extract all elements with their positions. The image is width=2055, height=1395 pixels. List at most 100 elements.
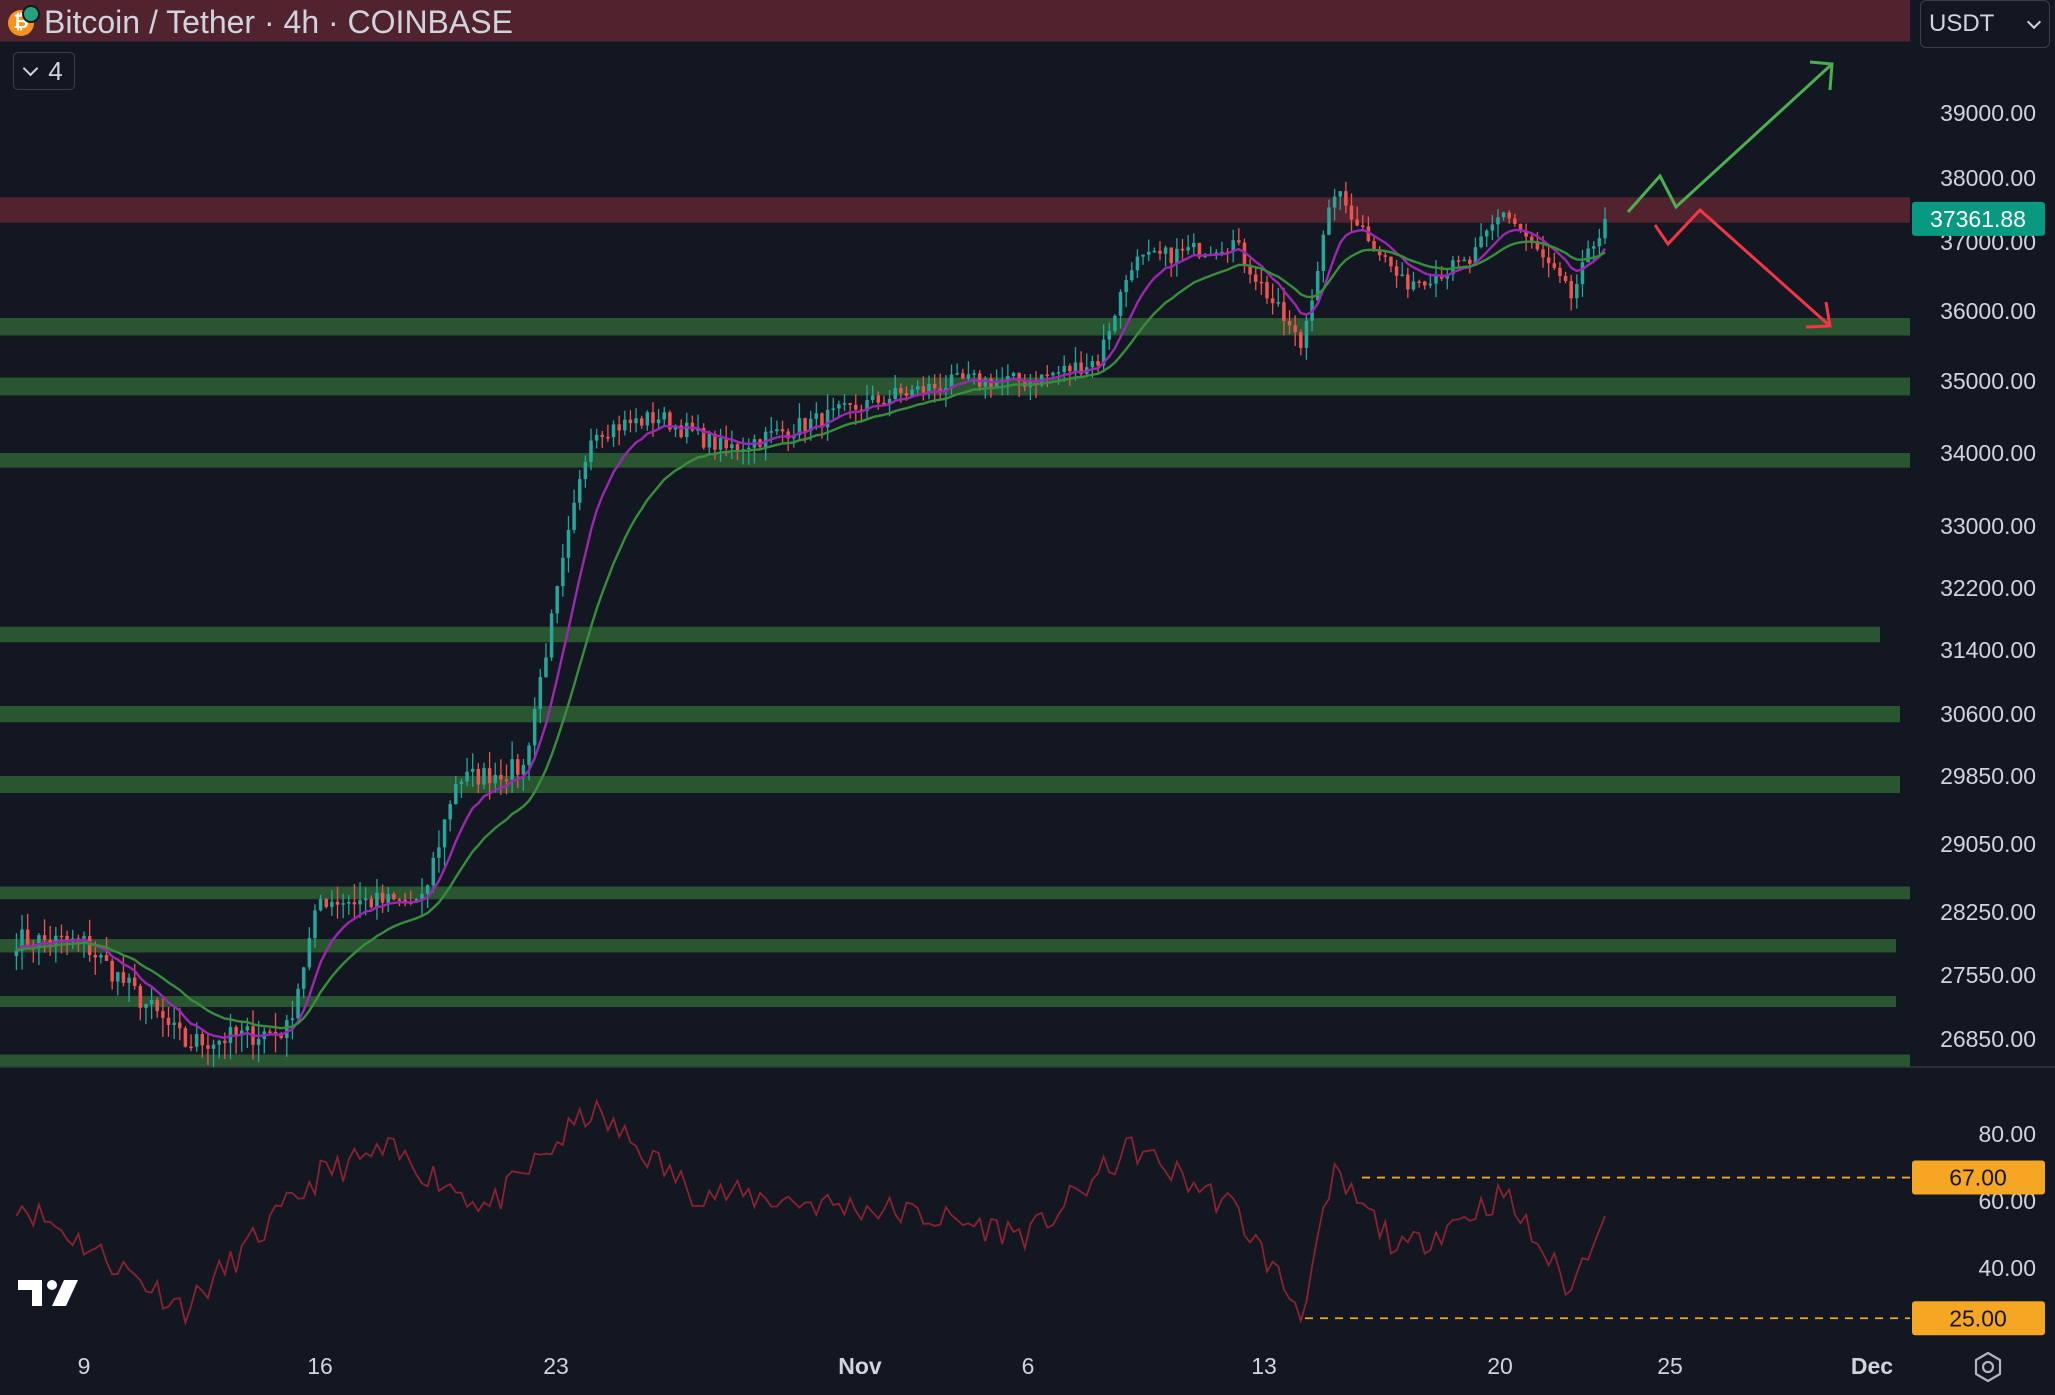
candle bbox=[994, 369, 999, 389]
candle-body bbox=[707, 433, 712, 448]
candle-body bbox=[482, 768, 486, 785]
candle-body bbox=[172, 1022, 176, 1025]
candle-body bbox=[392, 894, 396, 900]
candle bbox=[437, 830, 441, 873]
candle bbox=[1496, 209, 1500, 238]
candle bbox=[1355, 206, 1359, 227]
candle bbox=[25, 913, 30, 949]
candle-body bbox=[82, 936, 86, 940]
tradingview-logo-icon[interactable] bbox=[18, 1277, 80, 1309]
candle bbox=[1163, 245, 1168, 267]
candle bbox=[1524, 223, 1528, 251]
candle bbox=[938, 373, 943, 399]
candle-body bbox=[1518, 223, 1523, 231]
candle-body bbox=[685, 422, 689, 438]
candle-body bbox=[1535, 240, 1540, 250]
candle-body bbox=[870, 395, 875, 401]
zone-resistance bbox=[0, 0, 1910, 42]
ema-slow-line bbox=[16, 240, 1606, 1030]
candle-body bbox=[972, 373, 976, 375]
time-axis-label: 9 bbox=[78, 1353, 91, 1379]
candle-body bbox=[803, 418, 807, 432]
candle-body bbox=[1377, 250, 1382, 256]
zone-support bbox=[0, 453, 1910, 468]
candle-body bbox=[1417, 281, 1421, 284]
rsi-line bbox=[15, 1098, 1606, 1327]
candle bbox=[1434, 259, 1438, 298]
candle-body bbox=[1056, 372, 1061, 374]
candle bbox=[1130, 262, 1134, 283]
candle-body bbox=[662, 412, 666, 420]
candle-body bbox=[865, 400, 869, 411]
candle-body bbox=[1530, 236, 1534, 241]
candle-body bbox=[1321, 234, 1326, 271]
candle-body bbox=[1169, 247, 1173, 264]
candle-body bbox=[290, 1018, 295, 1021]
candle bbox=[448, 800, 452, 832]
candle-body bbox=[454, 783, 458, 805]
candle bbox=[256, 1020, 261, 1063]
candle-body bbox=[189, 1046, 193, 1049]
candle bbox=[358, 882, 362, 919]
price-scale-label: 29850.00 bbox=[1940, 763, 2036, 789]
candle-body bbox=[1062, 365, 1066, 373]
candle bbox=[696, 414, 700, 435]
candle bbox=[814, 402, 819, 430]
candle-body bbox=[1276, 302, 1281, 304]
candle bbox=[1558, 262, 1562, 283]
candle bbox=[1175, 238, 1179, 277]
candle-body bbox=[375, 892, 379, 908]
candle-body bbox=[324, 898, 328, 907]
candle-body bbox=[808, 418, 813, 432]
indicators-collapse-button[interactable]: 4 bbox=[13, 52, 75, 90]
candle bbox=[403, 893, 407, 907]
price-scale-label: 34000.00 bbox=[1940, 440, 2036, 466]
candle-body bbox=[1107, 331, 1112, 340]
gear-icon[interactable] bbox=[1972, 1351, 2004, 1383]
currency-selector[interactable]: USDT bbox=[1920, 0, 2050, 48]
candle-body bbox=[1569, 280, 1573, 299]
chevron-down-icon bbox=[2026, 14, 2042, 29]
candle-body bbox=[1400, 274, 1404, 277]
candle bbox=[375, 879, 379, 920]
candle bbox=[1242, 238, 1247, 274]
candle bbox=[1513, 213, 1517, 227]
candle-body bbox=[1524, 230, 1528, 237]
candle bbox=[555, 585, 559, 624]
candle bbox=[392, 891, 396, 901]
price-scale-label: 39000.00 bbox=[1940, 100, 2036, 126]
candle bbox=[1169, 247, 1173, 278]
candle bbox=[93, 941, 98, 975]
candle-body bbox=[1011, 372, 1016, 377]
candle bbox=[701, 423, 706, 450]
candle bbox=[865, 385, 869, 420]
candle-body bbox=[1282, 302, 1286, 322]
rsi-level-badge bbox=[1912, 1160, 2045, 1195]
chevron-down-icon bbox=[22, 60, 39, 76]
candle-body bbox=[1479, 236, 1483, 248]
candle-body bbox=[589, 440, 593, 462]
candle-body bbox=[1546, 257, 1551, 264]
candle bbox=[1259, 268, 1264, 295]
candle-body bbox=[358, 900, 362, 905]
rsi-level-badge bbox=[1912, 1301, 2045, 1336]
candle bbox=[330, 890, 334, 916]
candle bbox=[313, 904, 317, 948]
candle bbox=[955, 363, 959, 376]
candle-body bbox=[825, 409, 830, 428]
candle bbox=[470, 753, 475, 787]
candle bbox=[206, 1032, 210, 1066]
candle bbox=[623, 410, 627, 436]
candle-body bbox=[1299, 332, 1303, 348]
candle-body bbox=[746, 447, 751, 450]
candle-body bbox=[1473, 247, 1478, 264]
candle bbox=[1591, 241, 1596, 264]
candle bbox=[1490, 214, 1495, 241]
candle-body bbox=[386, 894, 390, 903]
candle bbox=[1383, 250, 1388, 263]
candle bbox=[1518, 223, 1523, 234]
candle-body bbox=[54, 935, 58, 946]
symbol-header[interactable]: ₿ Bitcoin / Tether · 4h · COINBASE bbox=[8, 4, 513, 41]
candle bbox=[65, 930, 69, 955]
